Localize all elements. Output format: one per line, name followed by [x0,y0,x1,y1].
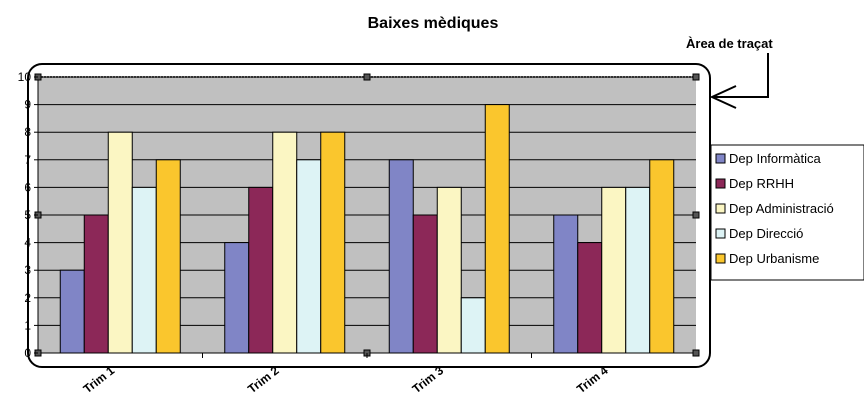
bar-5-4 [649,159,675,354]
legend-label: Dep Informàtica [729,151,822,166]
y-tick-label: 6 [24,180,31,194]
bars [59,104,675,354]
y-tick-label: 5 [24,208,31,222]
legend: Dep Informàtica Dep RRHH Dep Administració… [715,151,834,266]
y-tick-label: 9 [24,98,31,112]
chart-title: Baixes mèdiques [368,15,499,32]
x-tick-labels: Trim 1 Trim 2 Trim 3 Trim 4 [81,353,611,396]
bar-2-3 [412,214,438,354]
x-tick-label: Trim 3 [410,363,447,396]
bar-3-1 [107,131,133,354]
x-tick-label: Trim 1 [81,363,118,396]
bar-4-3 [460,297,486,354]
bar-2-4 [577,242,603,354]
y-tick-label: 8 [24,125,31,139]
selection-handle[interactable] [692,349,700,357]
bar-3-3 [436,186,462,354]
legend-swatch [715,253,726,264]
selection-handle[interactable] [363,73,371,81]
bar-4-4 [625,186,651,354]
bar-5-1 [155,159,181,354]
bar-2-1 [83,214,109,354]
legend-swatch [715,178,726,189]
y-tick-label: 3 [24,263,31,277]
bar-2-2 [248,186,274,354]
y-tick-label: 0 [24,346,31,360]
selection-handle[interactable] [692,73,700,81]
legend-label: Dep Direcció [729,226,803,241]
bar-1-1 [59,269,85,354]
legend-label: Dep RRHH [729,176,794,191]
legend-label: Dep Administració [729,201,834,216]
x-tick-label: Trim 4 [574,363,611,396]
y-tick-label: 7 [24,153,31,167]
bar-5-3 [484,104,510,354]
callout-arrow-head [709,85,737,109]
bar-1-3 [388,159,414,354]
plot-area-callout-label: Àrea de traçat [686,36,773,51]
callout-line [712,53,769,98]
legend-swatch [715,153,726,164]
legend-swatch [715,228,726,239]
x-tick-label: Trim 2 [245,363,282,396]
bar-1-4 [553,214,579,354]
chart-area-frame [27,63,711,368]
bar-3-4 [601,186,627,354]
y-tick-labels: 0 1 2 3 4 5 6 7 8 9 10 [18,70,38,360]
legend-label: Dep Urbanisme [729,251,819,266]
legend-swatch [715,203,726,214]
y-tick-label: 2 [24,291,31,305]
y-tick-label: 4 [24,236,31,250]
bar-1-2 [224,242,250,354]
legend-box [710,144,864,281]
bar-5-2 [320,131,346,354]
bar-4-1 [131,186,157,354]
y-tick-label: 1 [24,318,31,332]
bar-4-2 [296,159,322,354]
selection-handle[interactable] [692,211,700,219]
y-tick-label: 10 [18,70,32,84]
bar-3-2 [272,131,298,354]
